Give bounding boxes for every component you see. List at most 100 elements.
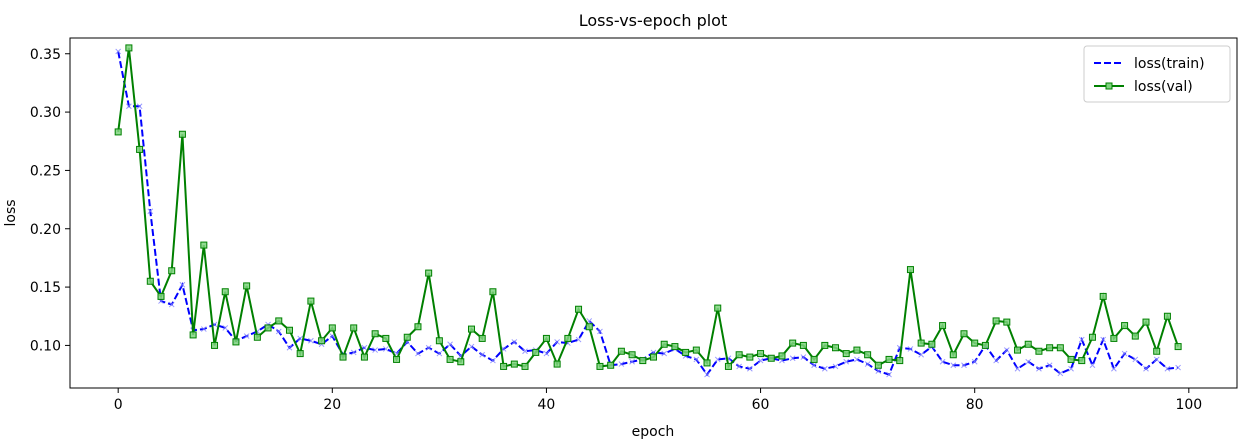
data-point-loss-val — [307, 297, 315, 305]
data-point-loss-val — [1067, 355, 1075, 363]
data-point-loss-train — [243, 333, 250, 339]
data-point-loss-train — [382, 346, 389, 352]
data-point-loss-val — [318, 337, 326, 345]
data-point-loss-train — [1153, 356, 1160, 363]
series-line-loss-val — [117, 47, 1180, 369]
y-tick-label: 0.30 — [30, 105, 61, 121]
data-point-loss-val — [221, 288, 229, 296]
data-point-loss-val — [896, 357, 904, 365]
data-point-loss-train — [372, 347, 378, 353]
data-point-loss-val — [650, 353, 657, 361]
data-point-loss-val — [542, 334, 550, 342]
data-point-loss-train — [747, 365, 753, 372]
data-point-loss-train — [1100, 336, 1107, 343]
data-point-loss-val — [414, 323, 422, 331]
data-point-loss-train — [821, 365, 828, 372]
data-point-loss-train — [1046, 362, 1053, 369]
data-point-loss-train — [971, 358, 978, 365]
y-axis-label: loss — [3, 199, 19, 226]
data-point-loss-val — [703, 359, 711, 367]
data-point-loss-train — [350, 349, 357, 356]
data-point-loss-val — [660, 340, 668, 348]
data-point-loss-val — [607, 361, 615, 369]
data-point-loss-val — [917, 339, 925, 347]
x-axis-label: epoch — [632, 424, 675, 440]
data-point-loss-val — [821, 341, 829, 349]
axes-frame — [69, 37, 1238, 389]
data-point-loss-val — [939, 322, 947, 330]
data-point-loss-train — [479, 351, 486, 358]
data-point-loss-train — [297, 335, 304, 342]
data-point-loss-train — [950, 362, 957, 369]
data-point-loss-val — [853, 346, 861, 354]
data-point-loss-train — [736, 363, 743, 370]
data-point-loss-val — [114, 128, 122, 136]
data-point-loss-val — [500, 362, 508, 370]
data-point-loss-train — [918, 351, 925, 358]
data-point-loss-train — [597, 328, 603, 335]
y-tick-label: 0.25 — [30, 163, 61, 179]
data-point-loss-train — [1036, 365, 1042, 372]
data-point-loss-val — [1099, 292, 1107, 300]
data-point-loss-train — [800, 354, 807, 360]
data-point-loss-train — [618, 361, 625, 367]
data-point-loss-val — [789, 339, 797, 347]
data-point-loss-train — [436, 350, 443, 357]
data-point-loss-train — [126, 103, 132, 110]
data-point-loss-val — [1056, 344, 1064, 352]
data-point-loss-val — [799, 341, 807, 349]
data-point-loss-train — [275, 328, 282, 335]
data-point-loss-val — [810, 355, 818, 363]
data-point-loss-train — [490, 357, 496, 364]
x-tick-label: 40 — [538, 397, 556, 413]
data-point-loss-val — [778, 352, 786, 360]
data-point-loss-val — [296, 350, 304, 358]
data-point-loss-val — [1174, 343, 1182, 351]
plot-area — [114, 44, 1182, 378]
data-point-loss-val — [382, 334, 390, 342]
data-point-loss-train — [875, 368, 882, 374]
data-point-loss-train — [1057, 370, 1064, 377]
data-point-loss-val — [264, 324, 272, 332]
data-point-loss-val — [639, 357, 647, 365]
x-tick-label: 0 — [114, 397, 123, 413]
y-tick-label: 0.35 — [30, 47, 61, 63]
data-point-loss-val — [157, 292, 165, 300]
data-point-loss-train — [308, 337, 314, 344]
data-point-loss-val — [864, 351, 872, 359]
chart-title: Loss-vs-epoch plot — [579, 11, 728, 30]
data-point-loss-train — [907, 346, 914, 352]
data-point-loss-train — [832, 363, 839, 370]
data-point-loss-val — [1035, 347, 1043, 355]
data-point-loss-val — [1163, 312, 1171, 320]
data-point-loss-train — [843, 358, 850, 365]
data-point-loss-val — [328, 324, 336, 332]
series-line-loss-train — [117, 51, 1179, 377]
data-point-loss-val — [832, 344, 840, 352]
data-point-loss-train — [1014, 365, 1021, 372]
data-point-loss-val — [243, 282, 251, 290]
data-point-loss-val — [575, 305, 583, 313]
data-point-loss-val — [457, 358, 465, 366]
y-tick-label: 0.20 — [30, 222, 61, 238]
data-point-loss-val — [425, 269, 433, 277]
data-point-loss-train — [1121, 350, 1128, 357]
data-point-loss-train — [136, 103, 143, 110]
data-point-loss-val — [981, 341, 989, 349]
data-point-loss-train — [468, 343, 475, 350]
x-tick-label: 80 — [966, 397, 984, 413]
data-point-loss-val — [585, 323, 593, 331]
data-point-loss-train — [1175, 364, 1181, 371]
data-point-loss-val — [211, 341, 219, 349]
data-point-loss-train — [789, 355, 796, 362]
data-point-loss-train — [1068, 365, 1074, 372]
data-point-loss-train — [1025, 358, 1032, 365]
data-point-loss-val — [724, 362, 732, 370]
x-tick-label: 60 — [752, 397, 770, 413]
data-point-loss-train — [575, 336, 582, 343]
data-point-loss-val — [136, 145, 144, 153]
data-point-loss-train — [511, 339, 518, 345]
data-point-loss-train — [522, 348, 528, 355]
data-point-loss-train — [693, 356, 700, 363]
data-point-loss-train — [993, 357, 999, 364]
